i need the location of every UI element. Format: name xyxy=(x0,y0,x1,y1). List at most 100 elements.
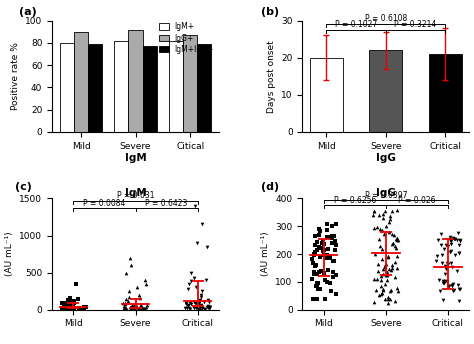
Point xyxy=(201,299,208,305)
Point xyxy=(330,258,337,264)
Point xyxy=(317,245,325,250)
Point xyxy=(132,302,140,308)
Point xyxy=(129,304,137,310)
Bar xyxy=(169,41,183,132)
Point xyxy=(449,288,457,294)
Point xyxy=(197,302,204,307)
Point xyxy=(200,306,208,312)
Point xyxy=(391,243,399,248)
Point xyxy=(440,280,448,286)
Point xyxy=(323,221,330,227)
Point xyxy=(138,305,146,310)
Point xyxy=(131,304,138,310)
Point xyxy=(444,261,452,267)
Point xyxy=(187,270,195,275)
Point xyxy=(332,272,339,278)
Point xyxy=(379,286,386,291)
Point xyxy=(393,207,401,213)
Point xyxy=(446,283,453,288)
Point xyxy=(375,292,383,298)
Point xyxy=(388,266,396,271)
Point xyxy=(394,289,401,294)
Point xyxy=(447,260,455,266)
Point xyxy=(328,240,336,246)
Point xyxy=(439,297,447,302)
Point xyxy=(120,303,128,308)
Point xyxy=(437,288,444,294)
Y-axis label: (AU mL⁻¹): (AU mL⁻¹) xyxy=(5,232,14,276)
X-axis label: IgM: IgM xyxy=(125,153,146,163)
Point xyxy=(384,300,392,305)
Point xyxy=(328,224,335,229)
Point xyxy=(456,298,463,303)
Point xyxy=(60,305,67,310)
Point xyxy=(308,276,315,282)
Point xyxy=(197,292,204,298)
Point xyxy=(184,302,192,308)
Point xyxy=(313,297,321,302)
Point xyxy=(438,252,446,258)
Point xyxy=(374,269,382,274)
Point xyxy=(192,305,200,311)
Point xyxy=(328,235,335,240)
Point xyxy=(74,297,82,302)
Point xyxy=(375,236,383,242)
Point xyxy=(373,288,380,293)
Point xyxy=(441,246,448,251)
Point xyxy=(446,236,454,241)
Point xyxy=(192,300,200,305)
Point xyxy=(204,304,212,309)
Point xyxy=(452,252,459,258)
Point xyxy=(185,305,192,311)
Point xyxy=(144,302,151,308)
Point xyxy=(196,299,203,304)
Point xyxy=(320,247,328,252)
Point xyxy=(182,305,189,311)
Point xyxy=(197,294,205,300)
Point xyxy=(320,252,328,257)
Point xyxy=(204,297,211,303)
Point xyxy=(327,288,335,293)
Point xyxy=(443,279,451,285)
Point xyxy=(380,287,387,292)
Point xyxy=(82,304,90,310)
Bar xyxy=(114,41,128,132)
Point xyxy=(387,288,394,293)
Point xyxy=(329,274,337,279)
Point xyxy=(393,237,401,243)
Text: P = 0.3214: P = 0.3214 xyxy=(394,20,437,29)
Point xyxy=(374,276,381,281)
Point xyxy=(385,219,392,225)
Point xyxy=(70,305,78,310)
Bar xyxy=(310,58,343,132)
Point xyxy=(447,249,454,255)
Point xyxy=(313,282,321,288)
Point xyxy=(133,284,140,290)
Point xyxy=(448,264,456,270)
Point xyxy=(311,263,319,269)
Point xyxy=(393,265,401,271)
Point xyxy=(61,304,68,310)
Point xyxy=(324,267,332,272)
Point xyxy=(323,279,331,285)
Point xyxy=(69,305,76,310)
Point xyxy=(119,300,127,305)
Point xyxy=(191,275,198,280)
Point xyxy=(184,286,191,292)
Point xyxy=(65,307,73,312)
Point xyxy=(183,305,191,311)
Point xyxy=(378,292,385,297)
Point xyxy=(322,255,330,260)
Point xyxy=(378,257,386,262)
Bar xyxy=(183,35,197,132)
Point xyxy=(196,298,204,303)
Point xyxy=(194,301,202,306)
Point xyxy=(121,305,129,311)
Point xyxy=(315,232,323,238)
Point xyxy=(58,305,66,311)
Point xyxy=(319,238,327,244)
Point xyxy=(388,232,396,237)
Point xyxy=(199,288,206,294)
Point xyxy=(203,244,210,249)
Point xyxy=(120,305,128,310)
